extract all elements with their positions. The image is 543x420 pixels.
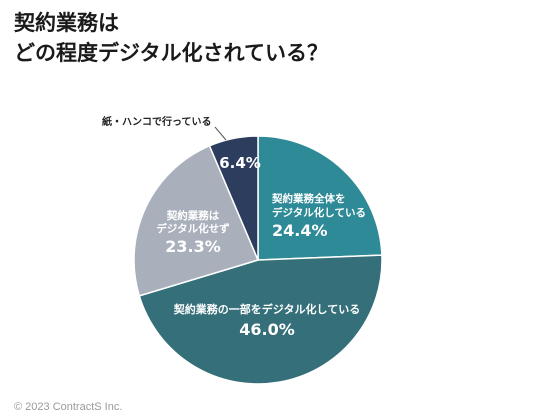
slice-partial-digital [138, 254, 383, 385]
slice-not-digital [133, 144, 260, 297]
copyright: © 2023 ContractS Inc. [14, 401, 123, 413]
pie-chart: 契約業務全体を デジタル化している 24.4% 契約業務の一部をデジタル化してい… [102, 115, 383, 385]
slice-paper [208, 135, 259, 261]
pie-slices [133, 135, 383, 385]
slice-label-full-digital-line-2: デジタル化している [272, 206, 366, 219]
slice-label-full-digital-line-1: 契約業務全体を [271, 192, 346, 205]
title-line-1: 契約業務は [14, 11, 119, 35]
slice-label-not-digital-line-1: 契約業務は [166, 209, 220, 222]
chart-title: 契約業務は どの程度デジタル化されている？ [14, 8, 328, 68]
slice-value-paper: 6.4% [219, 154, 261, 172]
leader-line [214, 126, 227, 141]
title-line-2: どの程度デジタル化されている？ [14, 41, 328, 65]
slice-value-full-digital: 24.4% [272, 221, 328, 240]
slice-label-partial-digital: 契約業務の一部をデジタル化している [173, 302, 360, 316]
slice-value-not-digital: 23.3% [165, 237, 221, 256]
slice-value-partial-digital: 46.0% [239, 320, 295, 339]
slice-full-digital [257, 135, 383, 261]
slice-label-not-digital-line-2: デジタル化せず [156, 222, 230, 235]
slice-label-paper: 紙・ハンコで行っている [102, 115, 212, 128]
